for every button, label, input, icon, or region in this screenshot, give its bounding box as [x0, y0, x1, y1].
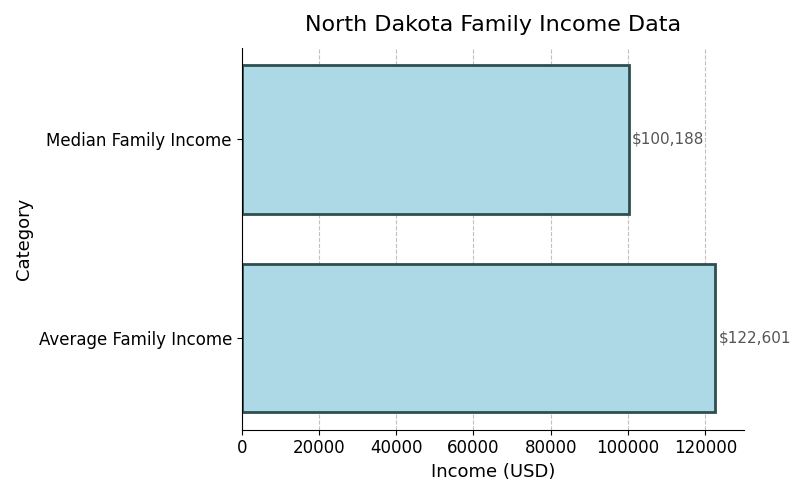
Bar	[242, 65, 629, 214]
X-axis label: Income (USD): Income (USD)	[430, 463, 555, 481]
Text: $100,188: $100,188	[632, 132, 704, 147]
Title: North Dakota Family Income Data: North Dakota Family Income Data	[305, 15, 681, 35]
Bar	[242, 263, 715, 412]
Y-axis label: Category: Category	[15, 197, 33, 280]
Text: $122,601: $122,601	[718, 330, 791, 345]
